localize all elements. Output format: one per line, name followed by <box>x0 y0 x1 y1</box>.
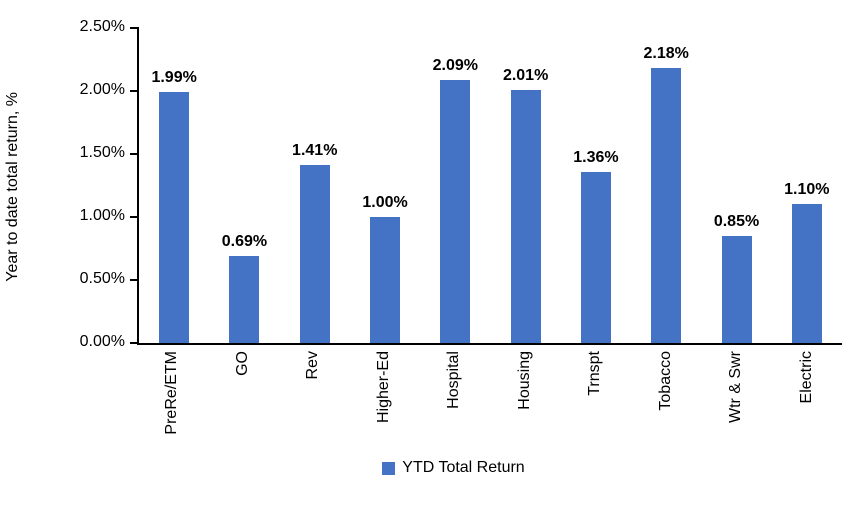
plot-area: 0.00% 0.50% 1.00% 1.50% 2.00% 2.50% 1.99% 0.69… <box>80 19 842 350</box>
bar-value-label: 1.99% <box>151 69 197 87</box>
y-tick-label: 1.50% <box>79 144 125 161</box>
bar-slot: 1.36% <box>561 28 631 343</box>
bar-slot: 2.18% <box>631 28 701 343</box>
x-axis-label-text: Hospital <box>445 351 463 409</box>
bar <box>229 256 260 343</box>
x-axis-label-text: GO <box>233 351 251 376</box>
bar-value-label: 0.85% <box>713 212 760 230</box>
x-axis-label-text: Wtr & Swr <box>727 351 745 423</box>
bar-slot: 1.00% <box>350 28 420 343</box>
x-axis-label: Hospital <box>419 351 490 459</box>
x-axis-label-text: Trnspt <box>586 351 604 396</box>
x-axis-label: GO <box>208 351 279 459</box>
bar-value-label: 0.69% <box>221 233 268 251</box>
bar <box>651 68 682 343</box>
bar-slot: 0.69% <box>209 28 279 343</box>
legend: YTD Total Return <box>55 459 852 477</box>
legend-swatch-icon <box>382 461 396 475</box>
bar <box>721 235 752 343</box>
x-axis-label-text: Rev <box>304 351 322 380</box>
x-axis-label: Wtr & Swr <box>701 351 772 459</box>
y-tick-mark <box>130 153 139 155</box>
x-axis-label: Higher-Ed <box>349 351 420 459</box>
bar-value-label: 1.36% <box>573 148 619 166</box>
x-axis-label: PreRe/ETM <box>137 351 208 459</box>
bar-value-label: 2.01% <box>502 66 549 84</box>
y-tick-mark <box>130 279 139 281</box>
bar-value-label: 1.10% <box>784 181 830 199</box>
bar-slot: 2.01% <box>490 28 560 343</box>
bar <box>440 79 471 343</box>
y-tick-label: 1.00% <box>79 207 125 224</box>
bar-slot: 1.99% <box>139 28 209 343</box>
x-axis-label-text: Higher-Ed <box>374 351 392 424</box>
y-tick-mark <box>130 342 139 344</box>
x-axis-label-text: Housing <box>515 351 533 410</box>
x-axis-label: Trnspt <box>560 351 631 459</box>
bar-value-label: 1.41% <box>292 142 338 160</box>
y-tick-mark <box>130 27 139 29</box>
bar <box>159 92 190 343</box>
y-tick-label: 0.00% <box>79 333 125 350</box>
bar-slot: 1.41% <box>280 28 350 343</box>
y-axis-title: Year to date total return, % <box>4 28 22 345</box>
y-tick-mark <box>130 216 139 218</box>
y-tick-mark <box>130 90 139 92</box>
bar-slot: 0.85% <box>701 28 771 343</box>
bar <box>299 165 330 343</box>
bar-slot: 2.09% <box>420 28 490 343</box>
bar <box>580 171 611 343</box>
y-tick-label: 2.50% <box>79 18 125 35</box>
x-axis-label: Housing <box>490 351 561 459</box>
x-axis-label: Electric <box>772 351 843 459</box>
bar-value-label: 1.00% <box>362 194 408 211</box>
x-axis-label-text: Tobacco <box>656 351 674 411</box>
y-tick-label: 0.50% <box>79 270 125 287</box>
legend-label: YTD Total Return <box>402 459 525 476</box>
bar-value-label: 2.09% <box>432 56 479 74</box>
x-axis-label: Rev <box>278 351 349 459</box>
x-axis-labels: PreRe/ETM GO Rev Higher-Ed Hospital Housing Tr… <box>137 351 842 459</box>
bar <box>510 89 541 343</box>
y-tick-label: 2.00% <box>79 81 125 98</box>
x-axis-label-text: PreRe/ETM <box>163 351 181 435</box>
bar-slot: 1.10% <box>772 28 842 343</box>
bars-row: 1.99% 0.69% 1.41% 1.00% 2.09% 2.01% 1.36% 2.18%… <box>139 28 842 343</box>
bar <box>370 217 401 343</box>
bar-value-label: 2.18% <box>643 45 689 63</box>
bar <box>791 204 822 343</box>
x-axis-label: Tobacco <box>631 351 702 459</box>
y-axis-title-text: Year to date total return, % <box>4 91 21 282</box>
x-axis-label-text: Electric <box>797 351 815 404</box>
